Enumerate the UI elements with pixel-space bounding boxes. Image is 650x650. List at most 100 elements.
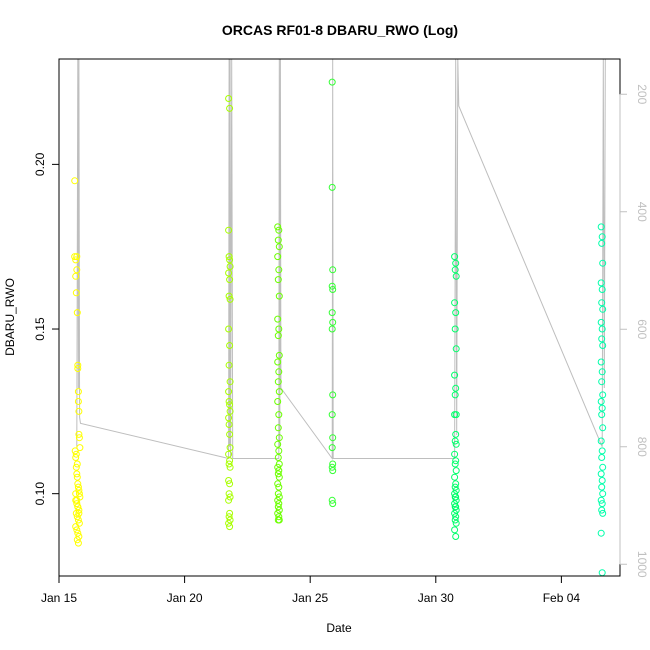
data-point: [226, 523, 234, 531]
data-point: [451, 509, 459, 517]
data-point: [75, 434, 83, 442]
data-point: [275, 388, 283, 396]
data-point: [597, 279, 605, 287]
data-point: [599, 259, 607, 267]
data-point: [452, 467, 460, 475]
data-point: [225, 421, 233, 428]
data-point: [73, 460, 81, 468]
data-point: [452, 345, 460, 353]
data-point: [274, 490, 282, 498]
data-point: [451, 490, 459, 498]
data-point: [73, 473, 81, 481]
data-point: [598, 335, 606, 343]
data-point: [73, 513, 81, 521]
data-point: [274, 276, 282, 284]
data-point: [599, 509, 607, 517]
data-point: [597, 358, 605, 366]
data-point: [225, 253, 233, 261]
data-point: [74, 529, 82, 537]
series-1: [71, 177, 84, 547]
data-point: [275, 243, 283, 251]
data-point: [225, 292, 233, 300]
data-point: [274, 509, 282, 517]
data-point: [597, 318, 605, 326]
data-point: [598, 239, 606, 247]
data-point: [275, 292, 283, 300]
data-point: [598, 477, 606, 484]
data-point: [597, 496, 605, 504]
data-point: [73, 309, 81, 317]
data-point: [451, 299, 459, 307]
data-point: [275, 447, 283, 455]
series-3: [274, 223, 283, 524]
data-point: [451, 325, 459, 333]
data-point: [72, 450, 80, 458]
data-point: [328, 496, 336, 504]
data-point: [75, 533, 83, 540]
data-point: [226, 263, 234, 270]
data-point: [598, 325, 606, 333]
data-point: [275, 500, 283, 508]
data-point: [275, 226, 283, 234]
x-tick-label: Jan 25: [292, 591, 328, 605]
data-point: [275, 411, 283, 419]
data-point: [328, 78, 336, 86]
data-point: [225, 325, 233, 333]
y-tick-label: 0.15: [33, 317, 47, 341]
data-point: [72, 463, 80, 471]
data-point: [328, 282, 336, 290]
data-point: [451, 503, 459, 511]
data-point: [329, 391, 337, 399]
data-point: [452, 430, 460, 438]
data-point: [73, 496, 81, 504]
data-point: [452, 486, 460, 494]
data-point: [452, 513, 460, 521]
data-point: [275, 473, 283, 481]
data-point: [329, 460, 337, 468]
data-point: [275, 467, 283, 475]
data-point: [451, 460, 459, 468]
data-point: [274, 253, 282, 261]
y-axis-label: DBARU_RWO: [3, 278, 17, 356]
data-point: [274, 398, 282, 405]
data-point: [329, 286, 337, 293]
data-point: [275, 368, 283, 376]
data-point: [328, 183, 336, 191]
data-point: [598, 378, 606, 386]
data-point: [73, 470, 81, 478]
data-point: [225, 226, 233, 234]
data-point: [328, 309, 336, 317]
data-point: [599, 391, 607, 399]
data-point: [451, 500, 459, 508]
data-point: [226, 493, 234, 501]
data-point: [451, 493, 459, 501]
data-point: [71, 177, 79, 185]
data-point: [451, 483, 459, 491]
data-point: [328, 444, 336, 452]
x-tick-label: Feb 04: [543, 591, 581, 605]
x-tick-label: Jan 15: [41, 591, 77, 605]
right-tick-label: 600: [635, 319, 649, 339]
data-point: [71, 253, 79, 261]
data-point: [225, 519, 233, 527]
data-point: [329, 434, 337, 442]
data-point: [274, 463, 282, 471]
data-point: [597, 437, 605, 445]
data-point: [226, 378, 234, 386]
data-point: [452, 519, 460, 527]
data-point: [451, 371, 459, 379]
data-point: [275, 434, 283, 442]
data-point: [451, 391, 459, 399]
data-point: [452, 506, 460, 514]
data-point: [72, 256, 80, 264]
data-point: [452, 440, 460, 448]
data-point: [328, 463, 336, 471]
data-point: [72, 454, 80, 461]
x-tick-label: Jan 30: [418, 591, 454, 605]
data-point: [451, 437, 459, 445]
data-point: [452, 259, 460, 267]
data-point: [599, 424, 607, 432]
data-point: [452, 384, 460, 392]
data-point: [598, 368, 606, 376]
data-point: [274, 378, 282, 386]
